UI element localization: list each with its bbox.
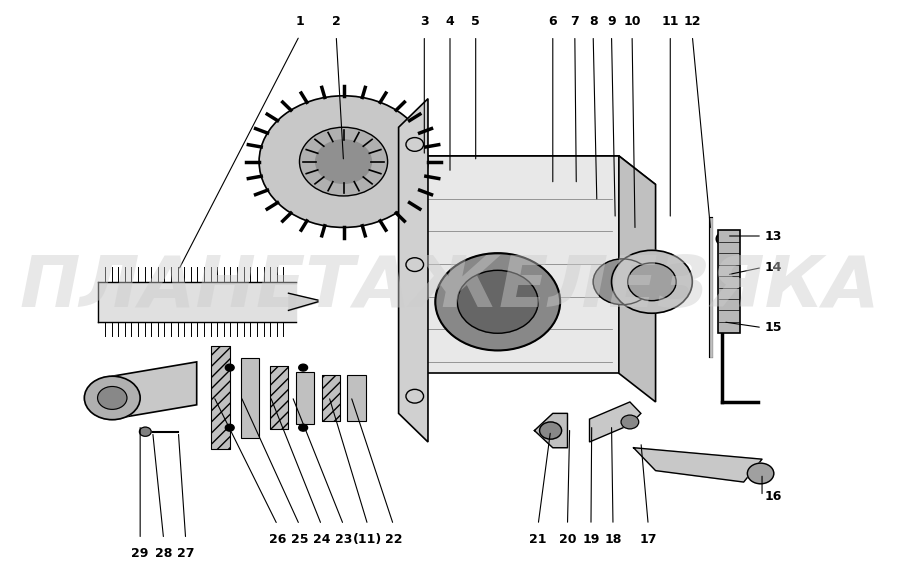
Text: 11: 11 [662, 15, 679, 28]
Circle shape [457, 270, 538, 334]
Text: 1: 1 [295, 15, 304, 28]
Polygon shape [296, 372, 314, 424]
Text: 7: 7 [571, 15, 580, 28]
Circle shape [225, 424, 234, 431]
Text: 15: 15 [764, 321, 782, 334]
Polygon shape [347, 375, 365, 421]
Polygon shape [212, 347, 230, 450]
Circle shape [593, 259, 652, 305]
Text: 26: 26 [269, 533, 286, 546]
Text: 18: 18 [604, 533, 622, 546]
Circle shape [97, 386, 127, 409]
Text: 25: 25 [291, 533, 308, 546]
Polygon shape [590, 402, 641, 442]
Circle shape [259, 96, 428, 228]
Text: 28: 28 [155, 547, 172, 560]
Text: 12: 12 [683, 15, 701, 28]
Circle shape [747, 463, 774, 484]
Text: ПЛАНЕТАЖЕЛЕЗЯКА: ПЛАНЕТАЖЕЛЕЗЯКА [20, 253, 880, 322]
Circle shape [436, 253, 560, 350]
Polygon shape [634, 448, 762, 482]
Text: 13: 13 [764, 229, 782, 243]
Text: 20: 20 [559, 533, 576, 546]
Text: 9: 9 [608, 15, 616, 28]
Polygon shape [619, 156, 655, 402]
Circle shape [300, 127, 388, 196]
Polygon shape [399, 156, 619, 373]
Text: 22: 22 [384, 533, 402, 546]
Circle shape [299, 364, 308, 371]
Text: 10: 10 [624, 15, 641, 28]
Circle shape [540, 422, 562, 439]
Text: 27: 27 [177, 547, 194, 560]
Text: 4: 4 [446, 15, 454, 28]
Polygon shape [535, 413, 568, 448]
Polygon shape [112, 362, 197, 419]
Circle shape [225, 364, 234, 371]
Text: 5: 5 [472, 15, 480, 28]
Text: 29: 29 [131, 547, 149, 560]
Text: 3: 3 [420, 15, 428, 28]
Text: 21: 21 [529, 533, 547, 546]
Circle shape [627, 263, 676, 301]
Text: 23: 23 [335, 533, 352, 546]
Circle shape [316, 140, 372, 183]
Text: 17: 17 [640, 533, 657, 546]
Circle shape [722, 280, 729, 286]
Polygon shape [718, 230, 740, 333]
Circle shape [611, 250, 692, 313]
Circle shape [85, 376, 140, 420]
Polygon shape [399, 99, 428, 442]
Circle shape [621, 415, 639, 429]
Circle shape [299, 424, 308, 431]
Polygon shape [240, 358, 259, 438]
Polygon shape [321, 375, 340, 421]
Text: 19: 19 [582, 533, 599, 546]
Polygon shape [270, 366, 289, 430]
Text: 2: 2 [332, 15, 340, 28]
Text: 16: 16 [764, 490, 782, 503]
Circle shape [140, 427, 151, 436]
Text: 14: 14 [764, 261, 782, 274]
Text: 8: 8 [589, 15, 598, 28]
Text: 24: 24 [313, 533, 330, 546]
Text: 6: 6 [548, 15, 557, 28]
Polygon shape [399, 156, 655, 185]
Text: (11): (11) [353, 533, 382, 546]
